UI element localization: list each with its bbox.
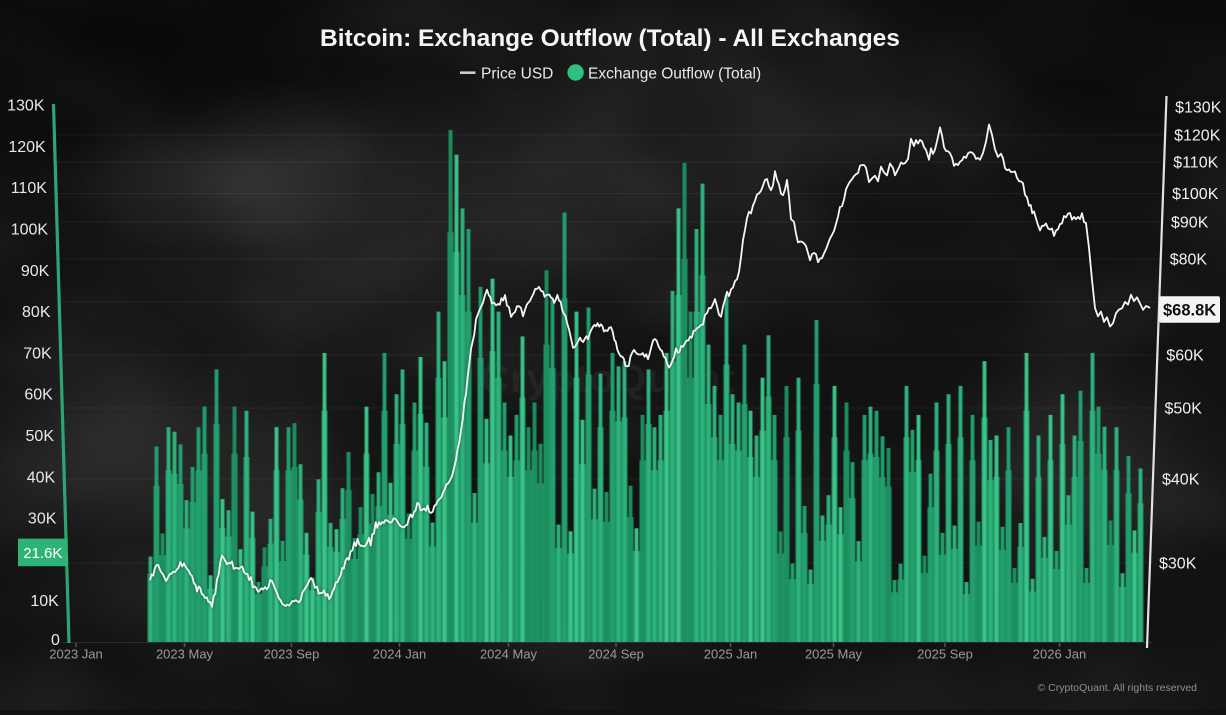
svg-text:$120K: $120K [1174, 128, 1221, 145]
svg-text:2024 Jan: 2024 Jan [373, 647, 427, 662]
svg-text:110K: 110K [11, 180, 48, 197]
svg-text:$60K: $60K [1166, 348, 1204, 365]
svg-text:2023 Jan: 2023 Jan [49, 647, 103, 662]
svg-text:80K: 80K [22, 304, 51, 321]
svg-text:$110K: $110K [1173, 155, 1218, 172]
svg-text:2025 Jan: 2025 Jan [704, 647, 758, 662]
svg-text:120K: 120K [8, 139, 46, 156]
svg-text:130K: 130K [7, 98, 45, 115]
svg-text:2025 May: 2025 May [805, 647, 863, 662]
svg-text:Exchange Outflow (Total): Exchange Outflow (Total) [588, 66, 761, 83]
svg-text:40K: 40K [27, 469, 56, 486]
svg-text:2026 Jan: 2026 Jan [1033, 647, 1087, 662]
svg-text:$50K: $50K [1165, 401, 1203, 418]
svg-text:$40K: $40K [1162, 472, 1200, 489]
svg-text:90K: 90K [21, 263, 50, 280]
svg-text:Bitcoin: Exchange Outflow (Tot: Bitcoin: Exchange Outflow (Total) - All … [320, 25, 900, 52]
svg-text:10K: 10K [30, 593, 59, 610]
svg-text:Price USD: Price USD [481, 66, 553, 83]
svg-text:$100K: $100K [1172, 186, 1219, 203]
svg-text:$90K: $90K [1171, 215, 1209, 232]
svg-text:2024 May: 2024 May [480, 647, 538, 662]
svg-text:70K: 70K [23, 345, 52, 362]
svg-text:$80K: $80K [1170, 252, 1208, 269]
svg-text:60K: 60K [24, 387, 53, 404]
svg-text:2024 Sep: 2024 Sep [588, 647, 644, 662]
svg-text:$30K: $30K [1159, 556, 1197, 573]
svg-text:21.6K: 21.6K [23, 545, 62, 562]
svg-text:100K: 100K [11, 222, 49, 239]
svg-text:$130K: $130K [1175, 100, 1222, 117]
svg-text:$68.8K: $68.8K [1163, 301, 1216, 319]
svg-text:2023 Sep: 2023 Sep [264, 647, 320, 662]
svg-text:© CryptoQuant. All rights rese: © CryptoQuant. All rights reserved [1038, 682, 1198, 694]
svg-text:2023 May: 2023 May [156, 647, 214, 662]
svg-text:2025 Sep: 2025 Sep [917, 647, 973, 662]
svg-text:50K: 50K [26, 428, 55, 445]
svg-text:30K: 30K [28, 511, 57, 528]
svg-text:0: 0 [51, 632, 60, 649]
